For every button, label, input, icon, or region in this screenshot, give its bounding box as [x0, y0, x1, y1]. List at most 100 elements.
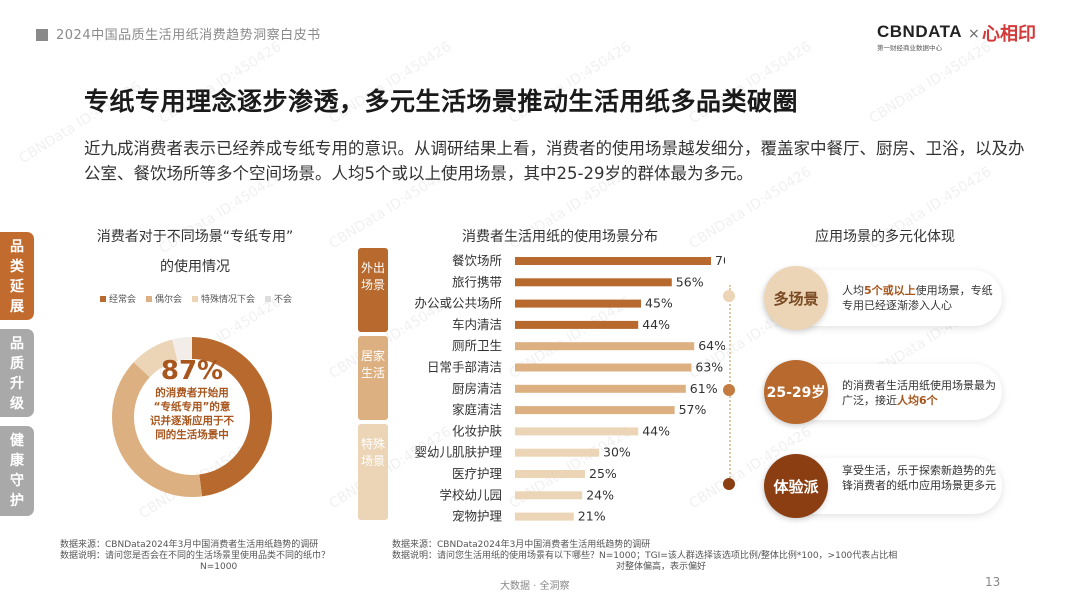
bar-value-label: 25%	[589, 466, 617, 481]
side-tab-category-extension[interactable]: 品类延展	[0, 232, 34, 320]
legend-item-never: 不会	[265, 292, 292, 305]
application-text-3: 享受生活，乐于探索新趋势的先锋消费者的纸巾应用场景更多元	[842, 464, 996, 492]
right-note-1: 数据来源：CBNData2024年3月中国消费者生活用纸趋势的调研	[392, 540, 651, 550]
bar-category-label: 办公或公共场所	[414, 296, 502, 311]
bar-0-0	[515, 257, 711, 265]
bar-value-label: 30%	[603, 445, 631, 460]
right-note-3: 对整体偏高，表示偏好	[616, 562, 707, 572]
left-note-2: 数据说明：请问您是否会在不同的生活场景里使用品类不同的纸巾？	[60, 551, 331, 561]
bar-1-1	[515, 363, 692, 372]
bar-category-label: 餐饮场所	[452, 253, 502, 268]
legend-item-sometimes: 偶尔会	[146, 292, 182, 305]
right-note-2: 数据说明：请问您生活用纸的使用场景有以下哪些？N=1000；TGI=该人群选择该…	[392, 551, 898, 561]
bar-value-label: 57%	[679, 402, 707, 417]
badge-age-25-29: 25-29岁	[764, 360, 828, 424]
donut-center-label: 87% 的消费者开始用 “专纸专用”的意 识并逐渐应用于不 同的生活场景中	[140, 356, 244, 442]
bar-value-label: 44%	[642, 423, 670, 438]
timeline-dot	[723, 478, 735, 490]
legend-label: 偶尔会	[155, 295, 183, 305]
bar-value-label: 24%	[586, 487, 614, 502]
bar-value-label: 64%	[698, 338, 725, 353]
left-note-1: 数据来源：CBNData2024年3月中国消费者生活用纸趋势的调研	[60, 540, 319, 550]
bar-0-3	[515, 320, 639, 329]
donut-center-text-3: 识并逐渐应用于不	[150, 415, 234, 427]
donut-center-text-2: “专纸专用”的意	[153, 401, 231, 413]
donut-chart-title-line2: 的使用情况	[160, 259, 230, 275]
text-post: 使用场景，专纸专用已经逐渐渗入人心	[842, 284, 993, 312]
donut-slice-2	[133, 339, 178, 378]
bar-category-label: 旅行携带	[452, 274, 502, 289]
bar-chart: 餐饮场所 70% 旅行携带 56% 办公或公共场所 45% 车内清洁 44% 厕所卫生 64% 日常…	[414, 253, 725, 524]
group-label-special: 特殊场景	[358, 424, 388, 520]
report-title: 2024中国品质生活用纸消费趋势洞察白皮书	[56, 28, 321, 43]
bar-value-label: 56%	[676, 274, 704, 289]
footer-text: 大数据 · 全洞察	[500, 581, 570, 592]
logo-separator: ×	[968, 26, 980, 42]
bar-2-3	[515, 491, 583, 500]
bar-value-label: 44%	[642, 317, 670, 332]
bar-category-label: 日常手部清洁	[427, 360, 502, 375]
bar-category-label: 宠物护理	[452, 509, 503, 524]
bar-value-label: 21%	[578, 509, 606, 524]
bar-category-label: 医疗护理	[452, 466, 503, 481]
donut-slice-3	[172, 337, 192, 361]
bar-category-label: 学校幼儿园	[439, 487, 502, 502]
side-tab-health-guard[interactable]: 健康守护	[0, 426, 34, 516]
group-label-home: 居家生活	[358, 336, 388, 420]
bar-0-1	[515, 278, 672, 287]
text-pre: 人均	[842, 284, 864, 297]
bar-0-2	[515, 299, 641, 308]
legend-label: 特殊情况下会	[201, 295, 256, 305]
bar-1-0	[515, 342, 695, 351]
bar-value-label: 63%	[695, 360, 723, 375]
text-highlight: 人均6个	[897, 394, 938, 407]
badge-multi-scenario: 多场景	[764, 266, 828, 330]
legend-item-often: 经常会	[100, 292, 136, 305]
bar-2-2	[515, 470, 585, 478]
bar-value-label: 70%	[715, 253, 725, 268]
partner-logo: 心相印	[982, 24, 1036, 45]
donut-center-text-1: 的消费者开始用	[155, 387, 229, 399]
legend-item-special: 特殊情况下会	[192, 292, 255, 305]
bar-category-label: 婴幼儿肌肤护理	[414, 445, 502, 460]
donut-chart-title-line1: 消费者对于不同场景“专纸专用”	[96, 229, 294, 245]
bar-category-label: 化妆护肤	[452, 423, 503, 438]
bar-chart-title: 消费者生活用纸的使用场景分布	[462, 229, 658, 245]
bar-category-label: 厨房清洁	[452, 381, 502, 396]
page-number: 13	[985, 575, 1001, 589]
legend-swatch	[192, 295, 199, 302]
side-tab-quality-upgrade[interactable]: 品质升级	[0, 329, 34, 417]
timeline-dot	[723, 290, 735, 302]
bar-category-label: 厕所卫生	[452, 338, 502, 353]
bar-category-label: 家庭清洁	[452, 402, 502, 417]
watermark: CBNData ID:450426	[866, 38, 995, 128]
text-highlight: 5个或以上	[864, 284, 916, 297]
left-note-3: N=1000	[200, 562, 238, 572]
bar-2-1	[515, 448, 599, 457]
bar-value-label: 61%	[690, 381, 718, 396]
cbndata-logo: CBNDATA	[877, 22, 963, 41]
legend-label: 不会	[274, 295, 293, 305]
badge-experience-seeker: 体验派	[764, 454, 828, 518]
bar-2-0	[515, 427, 639, 436]
donut-center-value: 87%	[160, 356, 224, 386]
legend-label: 经常会	[109, 295, 137, 305]
donut-slice-0	[192, 337, 273, 497]
donut-center-text-4: 同的生活场景中	[155, 429, 229, 441]
application-text-2: 的消费者生活用纸使用场景最为广泛，接近人均6个	[842, 378, 1002, 408]
bar-1-2	[515, 384, 686, 393]
application-title: 应用场景的多元化体现	[815, 229, 955, 245]
bar-value-label: 45%	[645, 296, 673, 311]
donut-slice-1	[111, 362, 203, 497]
cbndata-logo-sub: 第一财经商业数据中心	[877, 44, 942, 52]
legend-swatch	[146, 295, 153, 302]
text-pre: 的消费者生活用纸使用场景最为广泛，接近	[842, 379, 996, 407]
bar-1-3	[515, 406, 675, 415]
header-square	[36, 29, 48, 41]
legend-swatch	[265, 295, 272, 302]
timeline-dot	[723, 384, 735, 396]
page-title: 专纸专用理念逐步渗透，多元生活场景推动生活用纸多品类破圈	[84, 87, 799, 116]
donut-chart	[111, 337, 273, 497]
bar-2-4	[515, 512, 574, 521]
page-description: 近九成消费者表示已经养成专纸专用的意识。从调研结果上看，消费者的使用场景越发细分…	[84, 139, 1025, 183]
